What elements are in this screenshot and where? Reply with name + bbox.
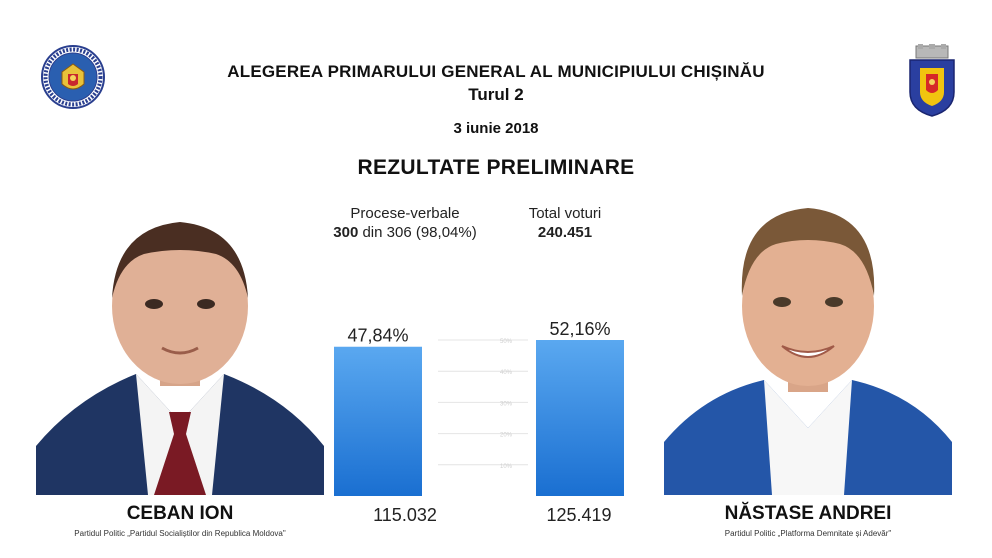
candidate-name-ceban: CEBAN ION	[126, 503, 234, 524]
chisinau-coat-of-arms-logo	[906, 44, 958, 118]
chart-grid-tick-label: 50%	[500, 339, 513, 345]
chart-bar-0	[334, 346, 422, 496]
chart-grid-tick-label: 30%	[500, 401, 513, 407]
chart-bar-value-label-0: 47,84%	[347, 326, 408, 346]
candidate-party-nastase: Partidul Politic „Platforma Demnitate și…	[724, 529, 892, 538]
candidate-photo-ceban	[36, 198, 324, 495]
protocols-count: 300	[333, 224, 359, 241]
cec-seal-logo	[40, 44, 106, 110]
election-date: 3 iunie 2018	[453, 120, 539, 137]
candidate-votes-ceban: 115.032	[373, 505, 437, 525]
total-votes-stat: Total voturi 240.451	[505, 205, 625, 241]
candidate-party-ceban: Partidul Politic „Partidul Socialiștilor…	[74, 529, 286, 538]
chart-grid-tick-label: 10%	[500, 464, 513, 470]
protocols-stat: Procese-verbale 300 din 306 (98,04%)	[310, 205, 500, 241]
chart-grid-tick-label: 20%	[500, 433, 513, 439]
page-title: ALEGEREA PRIMARULUI GENERAL AL MUNICIPIU…	[227, 62, 765, 81]
results-bar-chart: 10% 20% 30% 40% 50% 47,84% 52,16%	[328, 318, 662, 501]
candidate-votes-nastase: 125.419	[546, 505, 612, 525]
results-subtitle: REZULTATE PRELIMINARE	[357, 156, 635, 179]
protocols-value: 300 din 306 (98,04%)	[310, 224, 500, 241]
protocols-label: Procese-verbale	[350, 205, 460, 222]
chart-bar-value-label-1: 52,16%	[549, 319, 610, 339]
total-votes-value: 240.451	[537, 224, 593, 241]
protocols-rest: din 306 (98,04%)	[362, 224, 477, 241]
candidate-photo-nastase	[664, 198, 952, 495]
chart-grid-tick-label: 40%	[500, 370, 513, 376]
candidate-name-nastase: NĂSTASE ANDREI	[724, 503, 892, 524]
election-round: Turul 2	[468, 85, 524, 104]
total-votes-label: Total voturi	[528, 205, 602, 222]
chart-bar-1	[536, 340, 624, 496]
